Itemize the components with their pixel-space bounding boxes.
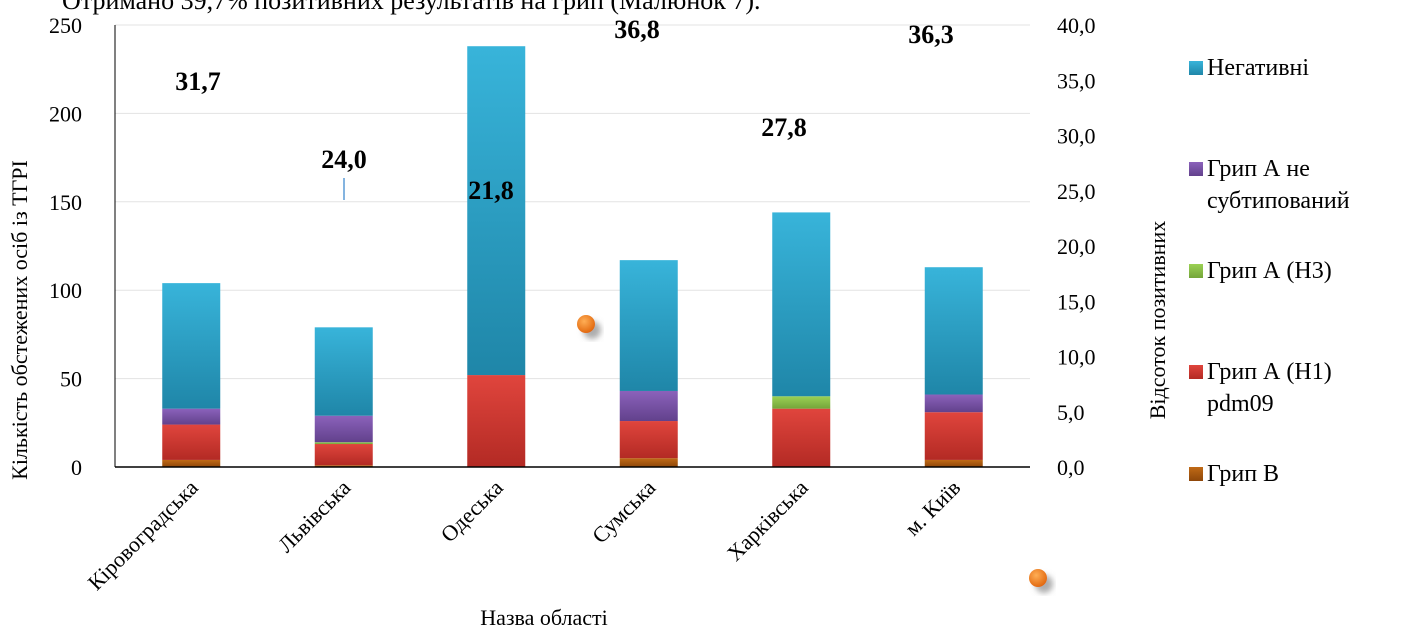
x-tick-label: Кіровоградська [83,475,203,595]
x-axis-title: Назва області [480,605,608,630]
bar-грип-а-h1-pdm09 [162,424,221,460]
bar-грип-в [619,458,678,467]
bar-негативні [772,212,831,397]
legend-swatch [1189,467,1203,481]
percent-label: 24,0 [321,145,367,174]
bar-грип-а-h3 [772,396,831,409]
bar-грип-а-h1-pdm09 [924,412,983,460]
marker-dot [577,315,595,333]
y2-tick-label: 5,0 [1057,400,1085,425]
y2-tick-label: 20,0 [1057,234,1096,259]
legend-item-грип-а-h1-pdm09: Грип А (H1) pdm09 [1189,359,1332,417]
legend: Негативні Грип А не субтипований Грип А (H3… [1189,55,1350,487]
category-labels: Кіровоградська Львівська Одеська Сумська Хар… [83,475,966,595]
legend-item-негативні: Негативні [1189,55,1309,81]
y2-tick-label: 35,0 [1057,68,1096,93]
bar-грип-а-h1-pdm09 [772,408,831,467]
bar-негативні [619,260,678,391]
y2-tick-label: 25,0 [1057,179,1096,204]
axes [114,25,1030,468]
legend-label: Грип В [1207,461,1279,487]
caption-text: Отримано 39,7% позитивних результатів на… [62,0,761,15]
y-tick-label: 100 [49,278,82,303]
x-tick-label: м. Київ [900,475,966,541]
bar-грип-в [924,459,983,467]
markers [577,315,1047,587]
bar-грип-в [314,465,373,467]
legend-item-грип-в: Грип В [1189,461,1279,487]
legend-label: Грип А (H3) [1207,258,1332,284]
legend-swatch [1189,264,1203,278]
y2-tick-label: 30,0 [1057,124,1096,149]
legend-swatch [1189,61,1203,75]
y2-tick-label: 40,0 [1057,13,1096,38]
percent-label: 31,7 [175,67,221,96]
bar-грип-в [162,459,221,467]
bar-негативні [467,46,526,376]
legend-swatch [1189,365,1203,379]
bar-негативні [924,267,983,395]
legend-item-грип-а-не-субтипований: Грип А не субтипований [1189,156,1350,214]
bar-грип-а-h1-pdm09 [467,375,526,467]
percent-labels: 31,7 24,0 21,8 36,8 27,8 36,3 [175,15,954,205]
bar-негативні [314,327,373,416]
y-tick-label: 0 [71,455,82,480]
percent-label: 36,3 [908,20,954,49]
y2-axis-title: Відсоток позитивних [1145,221,1170,420]
right-axis-ticks: 0,0 5,0 10,0 15,0 20,0 25,0 30,0 35,0 40,0 [1057,13,1096,480]
percent-label: 21,8 [468,176,514,205]
bar-грип-а-h3 [314,442,373,445]
legend-label: Негативні [1207,55,1309,81]
bar-грип-а-не-субтипований [314,415,373,443]
x-tick-label: Одеська [436,475,508,547]
bar-негативні [162,283,221,409]
gridlines [115,24,1030,380]
legend-label: Грип А (H1) pdm09 [1207,359,1332,417]
bar-грип-а-не-субтипований [162,408,221,425]
bar-грип-а-не-субтипований [924,394,983,413]
y-tick-label: 150 [49,190,82,215]
x-tick-label: Сумська [587,475,660,548]
legend-item-грип-а-h3: Грип А (H3) [1189,258,1332,284]
bar-грип-а-h1-pdm09 [314,444,373,466]
y2-tick-label: 0,0 [1057,455,1085,480]
legend-label: Грип А не субтипований [1207,156,1350,214]
y-tick-label: 250 [49,13,82,38]
legend-swatch [1189,162,1203,176]
y-axis-title: Кількість обстежених осіб із ТГРІ [7,160,32,480]
y2-tick-label: 15,0 [1057,289,1096,314]
y2-tick-label: 10,0 [1057,345,1096,370]
percent-label: 27,8 [761,113,807,142]
y-tick-label: 50 [60,367,82,392]
y-tick-label: 200 [49,101,82,126]
bar-грип-а-не-субтипований [619,390,678,422]
x-tick-label: Львівська [273,475,356,558]
x-tick-label: Харківська [722,475,813,566]
percent-label: 36,8 [614,15,660,44]
left-axis-ticks: 0 50 100 150 200 250 [49,13,82,480]
bar-грип-а-h1-pdm09 [619,421,678,459]
marker-dot [1029,569,1047,587]
bar-stacks [162,46,983,467]
